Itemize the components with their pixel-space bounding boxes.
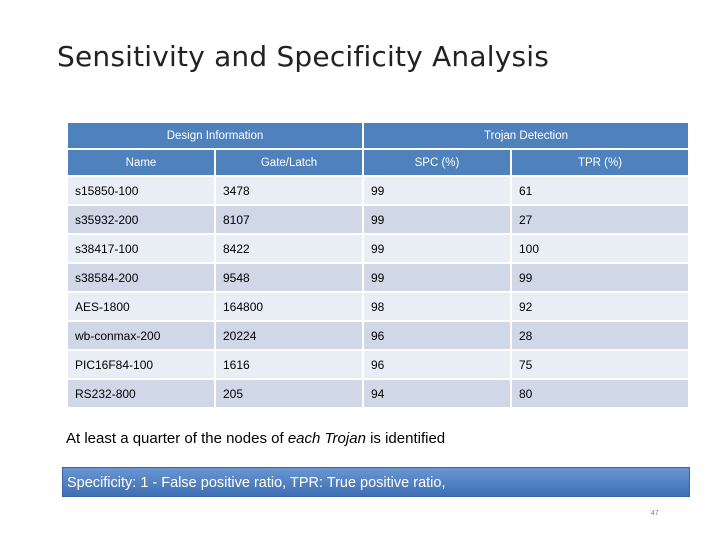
cell-gate-latch: 1616 (214, 349, 364, 380)
results-table: Design Information Trojan Detection Name… (66, 121, 691, 409)
cell-tpr: 92 (509, 291, 691, 322)
table-row: PIC16F84-100 1616 96 75 (66, 349, 691, 380)
cell-spc: 99 (362, 204, 512, 235)
cell-tpr: 28 (509, 320, 691, 351)
table-row: RS232-800 205 94 80 (66, 378, 691, 409)
cell-gate-latch: 9548 (214, 262, 364, 293)
group-header-design-information: Design Information (66, 121, 364, 150)
column-header-spc: SPC (%) (362, 148, 512, 177)
group-header-trojan-detection: Trojan Detection (361, 121, 691, 150)
cell-name: wb-conmax-200 (66, 320, 216, 351)
column-header-tpr: TPR (%) (509, 148, 691, 177)
cell-gate-latch: 8422 (214, 233, 364, 264)
cell-spc: 99 (362, 175, 512, 206)
column-header-gate-latch: Gate/Latch (214, 148, 364, 177)
cell-gate-latch: 3478 (214, 175, 364, 206)
table-row: s15850-100 3478 99 61 (66, 175, 691, 206)
cell-spc: 96 (362, 349, 512, 380)
table-row: wb-conmax-200 20224 96 28 (66, 320, 691, 351)
cell-tpr: 80 (509, 378, 691, 409)
table-row: s38584-200 9548 99 99 (66, 262, 691, 293)
cell-spc: 94 (362, 378, 512, 409)
cell-name: s35932-200 (66, 204, 216, 235)
cell-gate-latch: 164800 (214, 291, 364, 322)
table-row: AES-1800 164800 98 92 (66, 291, 691, 322)
cell-name: s38584-200 (66, 262, 216, 293)
cell-spc: 99 (362, 262, 512, 293)
cell-tpr: 27 (509, 204, 691, 235)
cell-tpr: 75 (509, 349, 691, 380)
note-prefix: At least a quarter of the nodes of (66, 430, 288, 447)
cell-tpr: 99 (509, 262, 691, 293)
cell-gate-latch: 205 (214, 378, 364, 409)
cell-name: s15850-100 (66, 175, 216, 206)
column-header-row: Name Gate/Latch SPC (%) TPR (%) (66, 148, 691, 177)
cell-spc: 99 (362, 233, 512, 264)
group-header-row: Design Information Trojan Detection (66, 121, 691, 150)
cell-tpr: 61 (509, 175, 691, 206)
cell-spc: 96 (362, 320, 512, 351)
definition-banner: Specificity: 1 - False positive ratio, T… (62, 467, 690, 497)
cell-name: AES-1800 (66, 291, 216, 322)
note-emphasis: each Trojan (287, 430, 366, 447)
cell-name: RS232-800 (66, 378, 216, 409)
note-suffix: is identified (365, 430, 446, 447)
cell-name: PIC16F84-100 (66, 349, 216, 380)
cell-spc: 98 (362, 291, 512, 322)
summary-note: At least a quarter of the nodes of each … (66, 430, 445, 447)
column-header-name: Name (66, 148, 216, 177)
table-row: s35932-200 8107 99 27 (66, 204, 691, 235)
cell-gate-latch: 8107 (214, 204, 364, 235)
slide-title: Sensitivity and Specificity Analysis (57, 40, 550, 73)
cell-tpr: 100 (509, 233, 691, 264)
table-row: s38417-100 8422 99 100 (66, 233, 691, 264)
cell-name: s38417-100 (66, 233, 216, 264)
page-number: 47 (651, 510, 659, 517)
cell-gate-latch: 20224 (214, 320, 364, 351)
